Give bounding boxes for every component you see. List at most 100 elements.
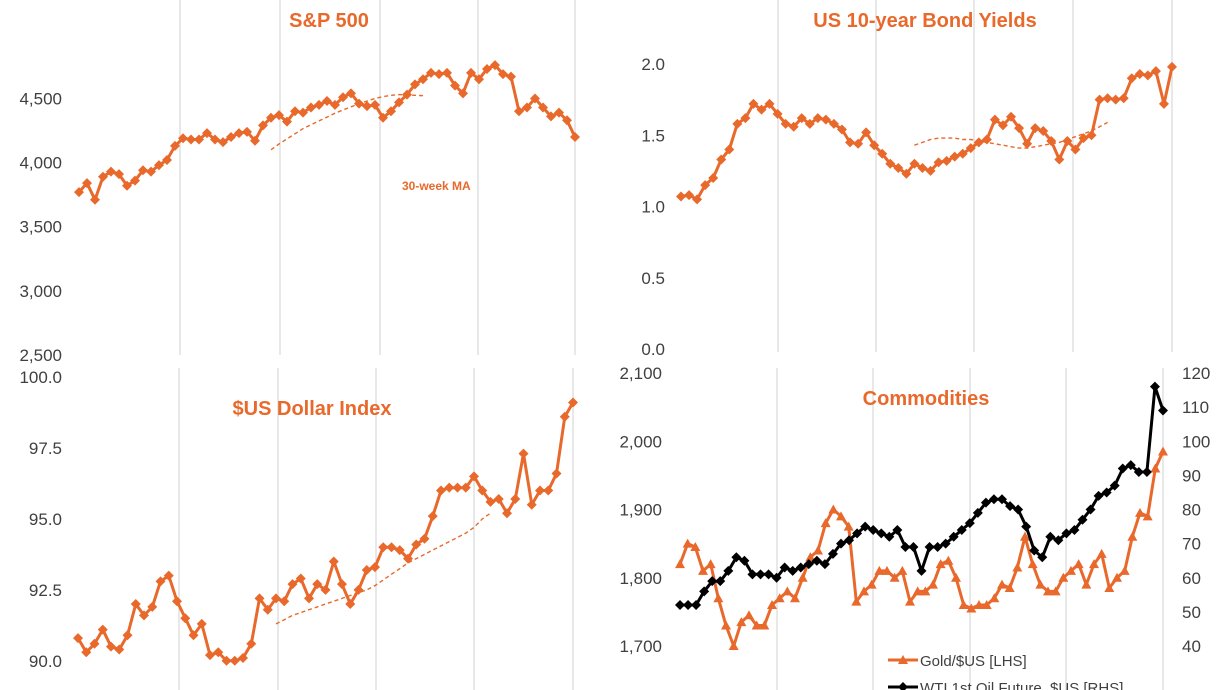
data-point — [1050, 586, 1061, 596]
data-point — [1043, 586, 1053, 596]
data-point — [218, 137, 228, 148]
data-point — [779, 562, 790, 573]
data-point — [436, 485, 446, 496]
y-tick-label: 1.5 — [641, 126, 665, 145]
data-point — [1035, 579, 1046, 589]
data-point — [394, 545, 405, 556]
data-point — [1020, 531, 1030, 541]
data-point — [1070, 144, 1081, 155]
data-point — [965, 143, 976, 154]
series-line — [76, 401, 575, 663]
data-point — [442, 67, 452, 78]
chart-title: Commodities — [863, 388, 990, 410]
data-point — [866, 579, 877, 589]
data-point — [345, 599, 356, 610]
data-point — [274, 110, 284, 121]
data-point — [925, 165, 936, 176]
data-point — [322, 96, 332, 107]
data-point — [997, 579, 1007, 589]
y-tick-label: 97.5 — [29, 439, 62, 458]
y2-tick-label: 60 — [1182, 569, 1201, 588]
data-point — [1096, 548, 1107, 558]
y-tick-label: 0.5 — [641, 269, 665, 288]
data-point — [295, 573, 306, 584]
data-point — [1081, 579, 1092, 589]
data-point — [928, 579, 938, 589]
data-point — [1058, 572, 1069, 582]
data-point — [676, 191, 686, 202]
data-point — [444, 482, 455, 493]
data-point — [874, 565, 885, 575]
data-point — [262, 604, 273, 615]
data-point — [122, 630, 133, 641]
data-point — [764, 98, 775, 109]
data-point — [836, 124, 847, 135]
data-point — [1053, 535, 1064, 546]
data-point — [1158, 98, 1169, 109]
data-point — [551, 468, 562, 479]
data-point — [813, 545, 823, 555]
data-point — [427, 511, 438, 522]
data-point — [724, 144, 735, 155]
data-point — [790, 593, 800, 603]
data-point — [73, 633, 83, 644]
data-point — [312, 579, 323, 590]
data-point — [920, 586, 931, 596]
data-point — [805, 552, 816, 562]
data-point — [418, 74, 428, 85]
data-point — [683, 600, 694, 611]
data-point — [1119, 565, 1130, 575]
data-point — [458, 88, 468, 99]
data-point — [1125, 460, 1136, 471]
data-point — [1069, 524, 1080, 535]
data-point — [851, 596, 862, 606]
legend-marker — [898, 682, 908, 690]
data-point — [514, 106, 524, 117]
data-point — [905, 596, 915, 606]
data-point — [989, 114, 1000, 125]
data-point — [205, 650, 215, 661]
ma-annotation: 30-week MA — [402, 179, 471, 193]
data-point — [498, 69, 508, 80]
data-point — [1013, 504, 1024, 515]
data-point — [466, 67, 476, 78]
data-point — [74, 187, 84, 198]
data-point — [1038, 125, 1049, 136]
data-point — [370, 562, 380, 573]
data-point — [884, 531, 895, 542]
data-point — [82, 178, 92, 189]
data-point — [964, 518, 975, 529]
data-point — [845, 137, 856, 148]
data-point — [698, 565, 708, 575]
data-point — [811, 555, 822, 566]
y2-tick-label: 80 — [1182, 501, 1201, 520]
us10y-chart: 0.0 0.5 1.0 1.5 2.0 US 10-year Bond Yields — [641, 0, 1177, 359]
data-point — [957, 148, 968, 159]
data-point — [242, 126, 252, 137]
data-point — [707, 576, 718, 587]
data-point — [1012, 562, 1023, 572]
data-point — [538, 102, 548, 113]
data-point — [747, 569, 758, 580]
data-point — [178, 133, 188, 144]
data-point — [882, 565, 892, 575]
data-point — [943, 555, 954, 565]
data-point — [935, 559, 946, 569]
data-point — [828, 504, 839, 514]
commodities-chart: 1,700 1,800 1,900 2,000 2,100 40 50 60 70 80 90 100… — [619, 364, 1210, 690]
data-point — [1149, 381, 1160, 392]
data-point — [559, 411, 570, 422]
data-point — [304, 593, 314, 604]
data-point — [163, 570, 174, 581]
data-point — [1066, 565, 1076, 575]
data-point — [828, 118, 839, 129]
y-tick-label: 0.0 — [641, 340, 665, 359]
data-point — [1005, 501, 1016, 512]
data-point — [186, 134, 196, 145]
data-point — [889, 572, 900, 582]
y-tick-label: 1,900 — [619, 501, 662, 520]
data-point — [147, 601, 158, 612]
chart-title: $US Dollar Index — [233, 398, 392, 420]
data-point — [956, 524, 967, 535]
data-point — [836, 511, 846, 521]
